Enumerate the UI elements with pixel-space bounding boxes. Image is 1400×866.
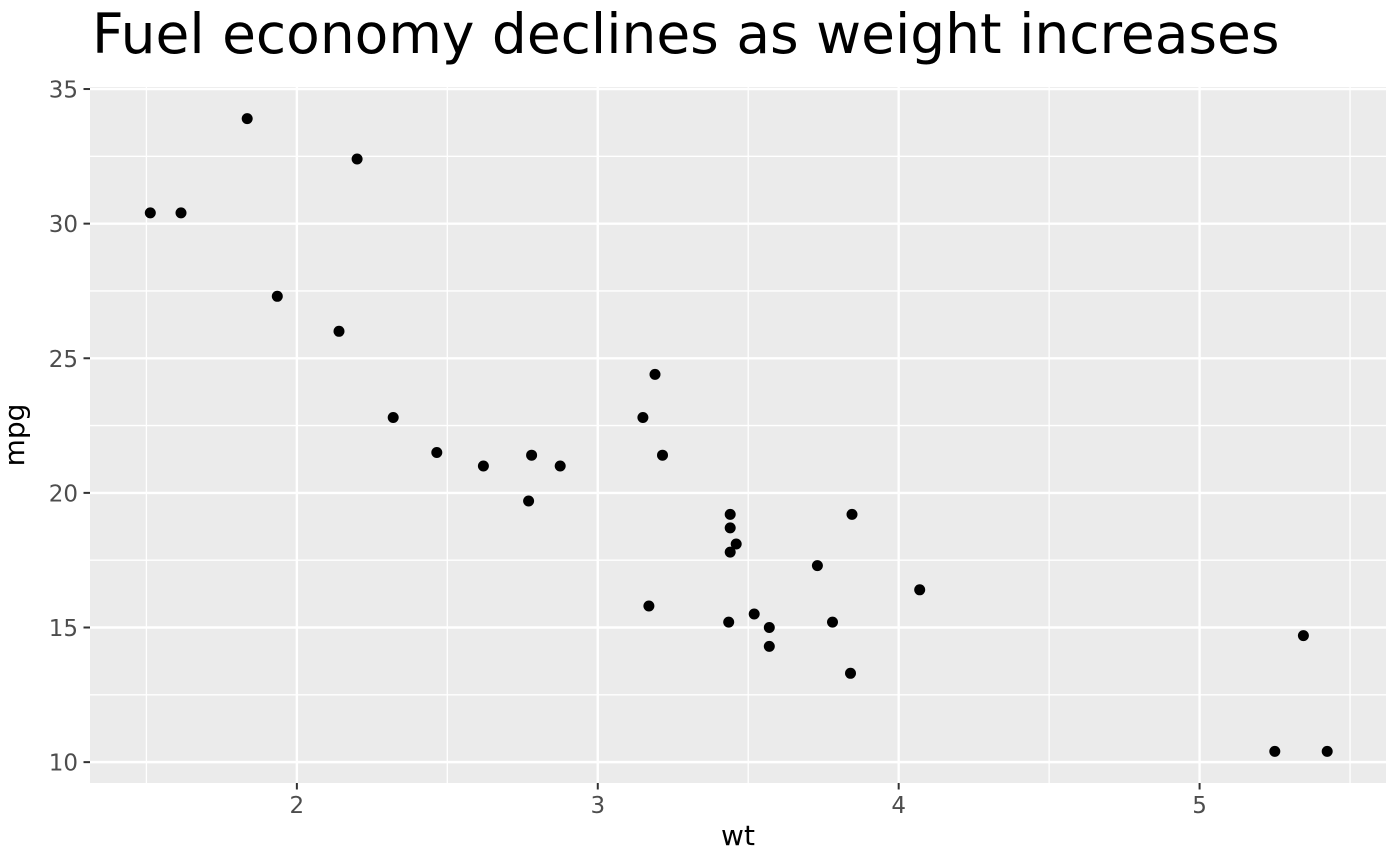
panel-background bbox=[90, 87, 1386, 783]
y-tick-label: 10 bbox=[49, 751, 78, 777]
data-point bbox=[763, 622, 775, 633]
x-tick-label: 5 bbox=[1192, 793, 1207, 819]
y-tick-label: 35 bbox=[49, 78, 78, 104]
y-tick-label: 25 bbox=[49, 347, 78, 373]
data-point bbox=[649, 368, 661, 380]
data-point bbox=[1321, 745, 1333, 757]
x-axis-title: wt bbox=[721, 819, 755, 852]
data-point bbox=[333, 325, 345, 337]
data-point bbox=[526, 449, 538, 461]
point-layer bbox=[144, 113, 1333, 757]
data-point bbox=[846, 508, 858, 520]
data-point bbox=[144, 207, 156, 219]
data-point bbox=[1269, 745, 1281, 757]
chart-title: Fuel economy declines as weight increase… bbox=[92, 2, 1280, 66]
x-tick-label: 4 bbox=[891, 793, 906, 819]
data-point bbox=[175, 207, 187, 219]
data-point bbox=[723, 616, 735, 628]
data-point bbox=[477, 460, 489, 472]
y-tick-label: 20 bbox=[49, 481, 78, 507]
axis-layer: 2 3 4 5 10 15 20 25 30 35 bbox=[49, 78, 1207, 819]
data-point bbox=[724, 546, 736, 558]
data-point bbox=[811, 560, 823, 572]
data-point bbox=[724, 508, 736, 520]
data-point bbox=[387, 412, 399, 423]
data-point bbox=[431, 447, 443, 458]
data-point bbox=[730, 538, 742, 550]
data-point bbox=[351, 153, 363, 165]
panel-layer bbox=[90, 87, 1386, 783]
data-point bbox=[1297, 630, 1309, 642]
x-tick-label: 3 bbox=[590, 793, 605, 819]
data-point bbox=[748, 608, 760, 620]
data-point bbox=[914, 584, 926, 596]
data-point bbox=[241, 113, 253, 125]
data-point bbox=[554, 460, 566, 472]
data-point bbox=[271, 290, 283, 302]
data-point bbox=[827, 616, 838, 628]
y-tick-label: 30 bbox=[49, 212, 78, 238]
y-axis-title: mpg bbox=[0, 404, 31, 467]
data-point bbox=[763, 640, 775, 652]
data-point bbox=[845, 667, 856, 679]
grid-layer bbox=[90, 87, 1386, 783]
y-tick-label: 15 bbox=[49, 616, 78, 642]
x-tick-label: 2 bbox=[290, 793, 305, 819]
data-point bbox=[657, 449, 668, 461]
data-point bbox=[523, 495, 535, 507]
data-point bbox=[643, 600, 655, 612]
data-point bbox=[637, 412, 649, 423]
data-point bbox=[724, 522, 736, 534]
